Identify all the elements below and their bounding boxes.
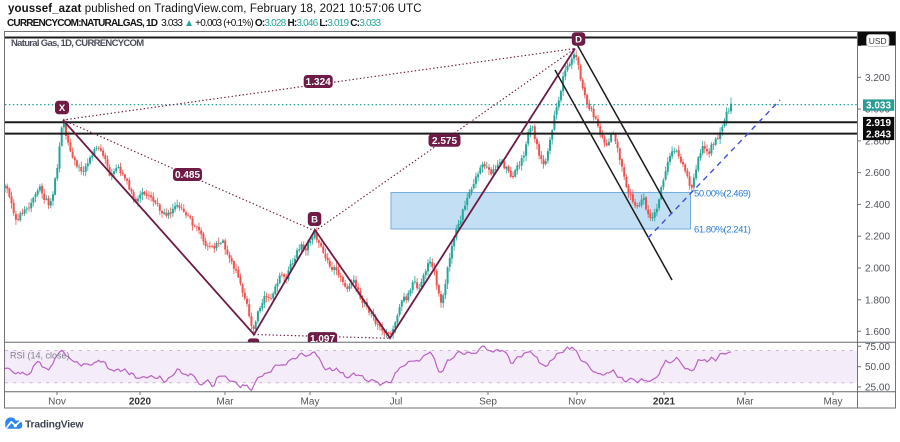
svg-text:3.200: 3.200 — [865, 73, 890, 84]
svg-text:1.800: 1.800 — [865, 295, 890, 306]
svg-text:75.00: 75.00 — [865, 342, 890, 353]
svg-text:2020: 2020 — [129, 397, 152, 408]
svg-text:2.919: 2.919 — [866, 118, 891, 129]
svg-text:2.600: 2.600 — [865, 168, 890, 179]
svg-text:TradingView: TradingView — [25, 420, 84, 431]
svg-text:2021: 2021 — [653, 397, 676, 408]
svg-text:2.800: 2.800 — [865, 136, 890, 147]
svg-text:Nov: Nov — [48, 397, 66, 408]
svg-text:D: D — [575, 34, 582, 45]
svg-text:Mar: Mar — [736, 397, 754, 408]
svg-text:1.097: 1.097 — [310, 334, 335, 345]
svg-text:Nov: Nov — [568, 397, 586, 408]
svg-text:Mar: Mar — [216, 397, 234, 408]
svg-text:USD: USD — [869, 36, 887, 46]
svg-text:2.400: 2.400 — [865, 200, 890, 211]
svg-text:50.00: 50.00 — [865, 362, 890, 373]
svg-text:61.80%(2.241): 61.80%(2.241) — [694, 225, 751, 236]
svg-text:2.200: 2.200 — [865, 232, 890, 243]
svg-text:0.485: 0.485 — [175, 170, 200, 181]
svg-text:May: May — [824, 397, 843, 408]
svg-text:25.00: 25.00 — [865, 382, 890, 393]
svg-text:3.033: 3.033 — [866, 101, 891, 112]
svg-text:1.600: 1.600 — [865, 327, 890, 338]
svg-text:Jul: Jul — [390, 397, 403, 408]
svg-text:1.324: 1.324 — [306, 77, 331, 88]
svg-text:Sep: Sep — [479, 397, 497, 408]
svg-text:2.000: 2.000 — [865, 264, 890, 275]
svg-text:B: B — [311, 214, 318, 225]
svg-text:X: X — [59, 103, 66, 114]
svg-text:May: May — [301, 397, 320, 408]
svg-text:50.00%(2.469): 50.00%(2.469) — [694, 189, 751, 200]
svg-text:2.843: 2.843 — [866, 130, 891, 141]
svg-text:2.575: 2.575 — [432, 136, 457, 147]
svg-text:RSI (14, close): RSI (14, close) — [10, 351, 70, 361]
svg-text:Natural Gas, 1D, CURRENCYCOM: Natural Gas, 1D, CURRENCYCOM — [11, 38, 144, 49]
